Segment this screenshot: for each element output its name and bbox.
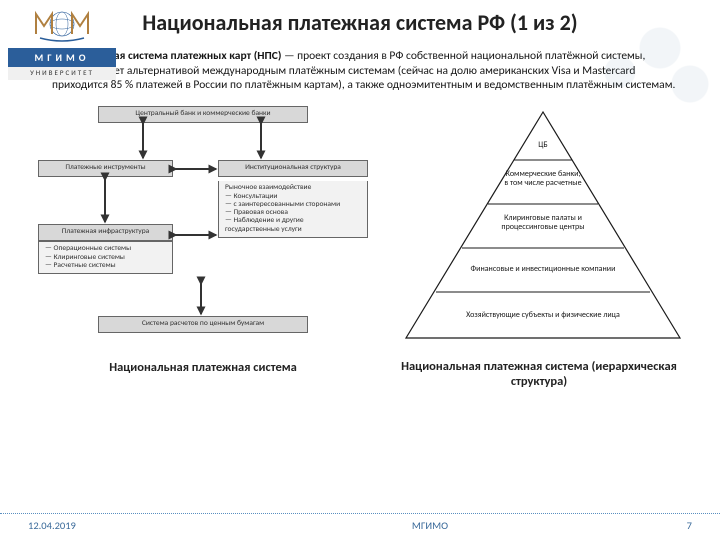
caption-right: Национальная платежная система (иерархич… [378, 360, 700, 389]
box-left-upper: Платежные инструменты [38, 160, 173, 176]
footer-page: 7 [632, 519, 692, 532]
box-top: Центральный банк и коммерческие банки [98, 106, 308, 122]
caption-left: Национальная платежная система [28, 360, 378, 389]
arrow [174, 168, 216, 170]
box-left-lower-items: — Операционные системы — Клиринговые сис… [38, 241, 173, 274]
arrow [142, 122, 144, 158]
logo-text: МГИМО [8, 48, 116, 67]
logo: МГИМО УНИВЕРСИТЕТ [8, 4, 116, 80]
box-bottom: Система расчетов по ценным бумагам [98, 316, 308, 332]
box-right-lower-items: Рыночное взаимодействие — Консультации —… [218, 181, 368, 238]
logo-subtext: УНИВЕРСИТЕТ [8, 67, 116, 80]
pyramid-level-5: Хозяйствующие субъекты и физические лица [398, 310, 688, 320]
pyramid-level-2: Коммерческие банки, в том числе расчетны… [398, 170, 688, 187]
pyramid-level-1: ЦБ [398, 140, 688, 150]
box-left-lower-head: Платежная инфраструктура [38, 224, 173, 240]
background-watermark [520, 0, 720, 120]
arrow [200, 282, 202, 314]
footer-org: МГИМО [228, 519, 632, 532]
arrow [174, 234, 216, 236]
flow-diagram: Центральный банк и коммерческие банки Пл… [28, 106, 378, 356]
pyramid-level-4: Финансовые и инвестиционные компании [398, 264, 688, 274]
logo-emblem [30, 4, 94, 46]
arrow [104, 178, 106, 222]
box-right-upper: Институциональная структура [218, 160, 368, 176]
pyramid-level-3: Клиринговые палаты и процессинговые цент… [398, 214, 688, 231]
pyramid-diagram: ЦБ Коммерческие банки, в том числе расче… [398, 106, 688, 356]
footer: 12.04.2019 МГИМО 7 [0, 513, 720, 540]
arrow [260, 122, 262, 158]
captions-row: Национальная платежная система Националь… [0, 356, 720, 389]
diagrams-row: Центральный банк и коммерческие банки Пл… [0, 100, 720, 356]
footer-date: 12.04.2019 [28, 519, 228, 532]
